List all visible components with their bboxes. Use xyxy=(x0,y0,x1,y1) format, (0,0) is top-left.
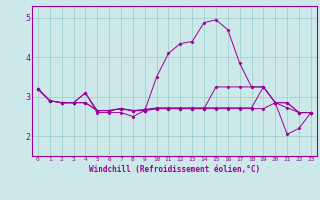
X-axis label: Windchill (Refroidissement éolien,°C): Windchill (Refroidissement éolien,°C) xyxy=(89,165,260,174)
